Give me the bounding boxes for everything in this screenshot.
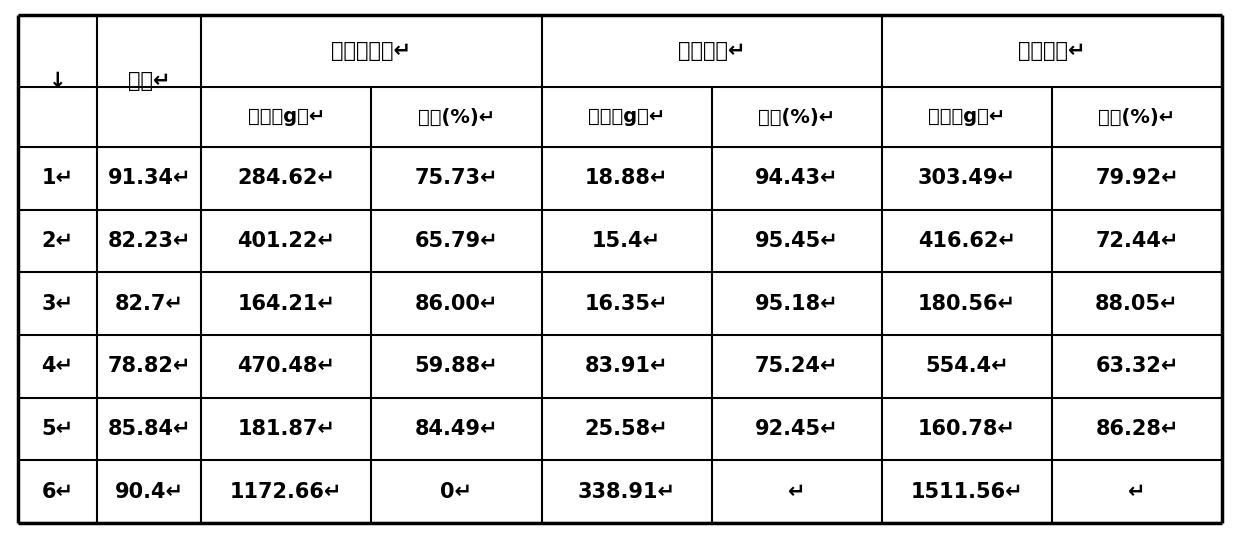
Text: 78.82↵: 78.82↵ (108, 356, 191, 377)
Text: 92.45↵: 92.45↵ (755, 419, 838, 439)
Text: 杂草总体↵: 杂草总体↵ (1018, 41, 1086, 61)
Text: 3↵: 3↵ (41, 294, 73, 314)
Text: 6↵: 6↵ (41, 482, 73, 501)
Text: 85.84↵: 85.84↵ (108, 419, 191, 439)
Text: 160.78↵: 160.78↵ (918, 419, 1016, 439)
Text: 284.62↵: 284.62↵ (237, 168, 335, 188)
Text: 1172.66↵: 1172.66↵ (231, 482, 342, 501)
Text: 鲜重（g）↵: 鲜重（g）↵ (929, 108, 1006, 126)
Text: 15.4↵: 15.4↵ (591, 231, 661, 251)
Text: 90.4↵: 90.4↵ (114, 482, 184, 501)
Text: 鲜重（g）↵: 鲜重（g）↵ (248, 108, 325, 126)
Text: 470.48↵: 470.48↵ (237, 356, 335, 377)
Text: 59.88↵: 59.88↵ (414, 356, 498, 377)
Text: 1511.56↵: 1511.56↵ (910, 482, 1023, 501)
Text: 75.73↵: 75.73↵ (414, 168, 498, 188)
Text: 94.43↵: 94.43↵ (755, 168, 838, 188)
Text: 164.21↵: 164.21↵ (237, 294, 335, 314)
Text: 82.23↵: 82.23↵ (108, 231, 191, 251)
Text: 88.05↵: 88.05↵ (1095, 294, 1179, 314)
Text: ↵: ↵ (787, 482, 806, 501)
Text: 1↵: 1↵ (41, 168, 73, 188)
Text: ↵: ↵ (1128, 482, 1146, 501)
Text: 95.18↵: 95.18↵ (755, 294, 838, 314)
Text: 86.28↵: 86.28↵ (1095, 419, 1179, 439)
Text: 95.45↵: 95.45↵ (755, 231, 838, 251)
Text: 338.91↵: 338.91↵ (578, 482, 676, 501)
Text: 79.92↵: 79.92↵ (1095, 168, 1179, 188)
Text: 82.7↵: 82.7↵ (115, 294, 184, 314)
Text: 75.24↵: 75.24↵ (755, 356, 838, 377)
Text: 72.44↵: 72.44↵ (1095, 231, 1179, 251)
Text: 181.87↵: 181.87↵ (237, 419, 335, 439)
Text: 2↵: 2↵ (41, 231, 73, 251)
Text: 84.49↵: 84.49↵ (414, 419, 498, 439)
Text: 4↵: 4↵ (41, 356, 73, 377)
Text: 303.49↵: 303.49↵ (918, 168, 1016, 188)
Text: 防效(%)↵: 防效(%)↵ (758, 108, 836, 126)
Text: ↓: ↓ (48, 71, 66, 91)
Text: 401.22↵: 401.22↵ (237, 231, 335, 251)
Text: 16.35↵: 16.35↵ (585, 294, 668, 314)
Text: 416.62↵: 416.62↵ (918, 231, 1016, 251)
Text: 防效(%)↵: 防效(%)↵ (1099, 108, 1176, 126)
Text: 阔叶杂草↵: 阔叶杂草↵ (678, 41, 745, 61)
Text: 单子叶杂草↵: 单子叶杂草↵ (331, 41, 412, 61)
Text: 65.79↵: 65.79↵ (414, 231, 498, 251)
Text: 5↵: 5↵ (41, 419, 73, 439)
Text: 554.4↵: 554.4↵ (925, 356, 1008, 377)
Text: 25.58↵: 25.58↵ (585, 419, 668, 439)
Text: 0↵: 0↵ (440, 482, 472, 501)
Text: 180.56↵: 180.56↵ (918, 294, 1016, 314)
Text: 18.88↵: 18.88↵ (585, 168, 668, 188)
Text: 鲜重（g）↵: 鲜重（g）↵ (588, 108, 665, 126)
Text: 91.34↵: 91.34↵ (108, 168, 191, 188)
Text: 83.91↵: 83.91↵ (585, 356, 668, 377)
Text: 86.00↵: 86.00↵ (414, 294, 498, 314)
Text: 株高↵: 株高↵ (128, 71, 170, 91)
Text: 63.32↵: 63.32↵ (1095, 356, 1179, 377)
Text: 防效(%)↵: 防效(%)↵ (418, 108, 495, 126)
